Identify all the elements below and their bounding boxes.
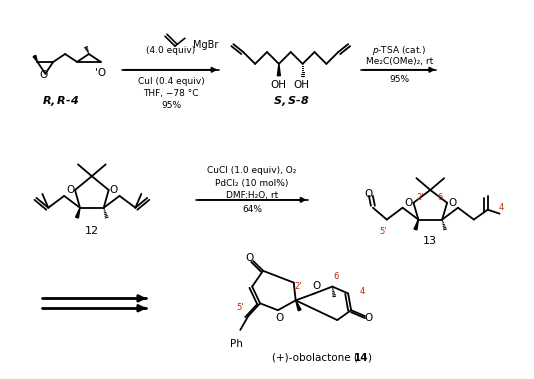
Polygon shape [414, 219, 419, 230]
Text: (+)-obolactone (: (+)-obolactone ( [272, 352, 357, 362]
Text: MgBr: MgBr [193, 40, 218, 50]
Polygon shape [296, 300, 301, 311]
Text: $\bfit{S,S}$-8: $\bfit{S,S}$-8 [272, 94, 309, 108]
Text: OH: OH [294, 80, 310, 89]
Text: Me₂C(OMe)₂, rt: Me₂C(OMe)₂, rt [366, 57, 433, 66]
Text: 12: 12 [85, 226, 99, 236]
Polygon shape [76, 208, 80, 218]
Text: 'O: 'O [95, 68, 106, 78]
Text: 13: 13 [423, 236, 437, 246]
Polygon shape [33, 55, 37, 62]
Text: CuCl (1.0 equiv), O₂: CuCl (1.0 equiv), O₂ [208, 166, 297, 175]
Polygon shape [277, 64, 280, 76]
Text: 4: 4 [499, 203, 504, 212]
Text: O: O [448, 198, 456, 208]
Text: O: O [245, 253, 253, 263]
Text: O: O [39, 70, 48, 80]
Text: PdCl₂ (10 mol%): PdCl₂ (10 mol%) [215, 179, 289, 188]
Text: 95%: 95% [389, 75, 410, 84]
Text: OH: OH [270, 80, 286, 89]
Text: O: O [404, 198, 413, 208]
Text: 2': 2' [294, 282, 301, 291]
Text: 6: 6 [437, 193, 443, 202]
Text: CuI (0.4 equiv): CuI (0.4 equiv) [138, 77, 205, 86]
Text: 6: 6 [334, 272, 339, 281]
Text: (4.0 equiv): (4.0 equiv) [146, 45, 195, 55]
Text: THF, −78 °C: THF, −78 °C [143, 89, 199, 98]
Text: O: O [109, 185, 117, 195]
Text: O: O [365, 189, 373, 199]
Text: 5': 5' [237, 303, 244, 312]
Text: $\bfit{R,R}$-4: $\bfit{R,R}$-4 [42, 94, 79, 108]
Text: DMF:H₂O, rt: DMF:H₂O, rt [226, 191, 278, 200]
Text: 14: 14 [354, 352, 368, 362]
Text: O: O [312, 280, 320, 291]
Text: 64%: 64% [242, 205, 262, 214]
Text: Ph: Ph [230, 339, 243, 349]
Text: 95%: 95% [161, 101, 181, 110]
Text: O: O [276, 313, 284, 323]
Text: ): ) [367, 352, 371, 362]
Text: $p$-TSA (cat.): $p$-TSA (cat.) [372, 44, 427, 56]
Text: O: O [365, 313, 373, 323]
Text: 4: 4 [359, 287, 365, 296]
Text: 5': 5' [379, 227, 387, 236]
Text: O: O [66, 185, 74, 195]
Text: 2': 2' [417, 193, 424, 202]
